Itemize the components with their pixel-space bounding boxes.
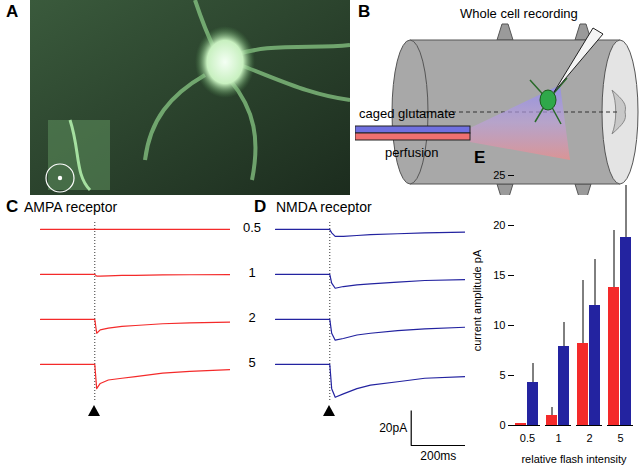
svg-text:200ms: 200ms <box>420 449 456 463</box>
svg-text:25: 25 <box>493 169 505 181</box>
svg-text:5: 5 <box>617 432 623 444</box>
html-text:A: A <box>6 2 19 21</box>
html-text:B: B <box>358 2 371 21</box>
html-text:D: D <box>254 197 267 216</box>
svg-text:10: 10 <box>493 319 505 331</box>
svg-text:0: 0 <box>499 419 505 431</box>
svg-text:20: 20 <box>493 219 505 231</box>
svg-text:current amplitude pA: current amplitude pA <box>471 249 483 351</box>
svg-text:relative flash intensity: relative flash intensity <box>521 453 627 465</box>
svg-text:caged glutamate: caged glutamate <box>359 106 455 121</box>
html-text:5: 5 <box>248 354 256 370</box>
html-text:1: 1 <box>248 264 256 280</box>
html-text:2: 2 <box>248 309 256 325</box>
svg-text:perfusion: perfusion <box>385 145 438 160</box>
svg-text:2: 2 <box>586 432 592 444</box>
html-text:E: E <box>474 148 486 167</box>
html-text:0.5: 0.5 <box>243 219 261 235</box>
svg-text:5: 5 <box>499 369 505 381</box>
svg-text:0.5: 0.5 <box>520 432 535 444</box>
svg-text:Whole cell recording: Whole cell recording <box>460 6 578 21</box>
svg-text:1: 1 <box>555 432 561 444</box>
svg-text:15: 15 <box>493 269 505 281</box>
html-text:C: C <box>6 197 19 216</box>
svg-text:20pA: 20pA <box>379 421 407 435</box>
html-text:AMPA receptor: AMPA receptor <box>24 199 118 215</box>
html-text:NMDA receptor: NMDA receptor <box>276 199 372 215</box>
